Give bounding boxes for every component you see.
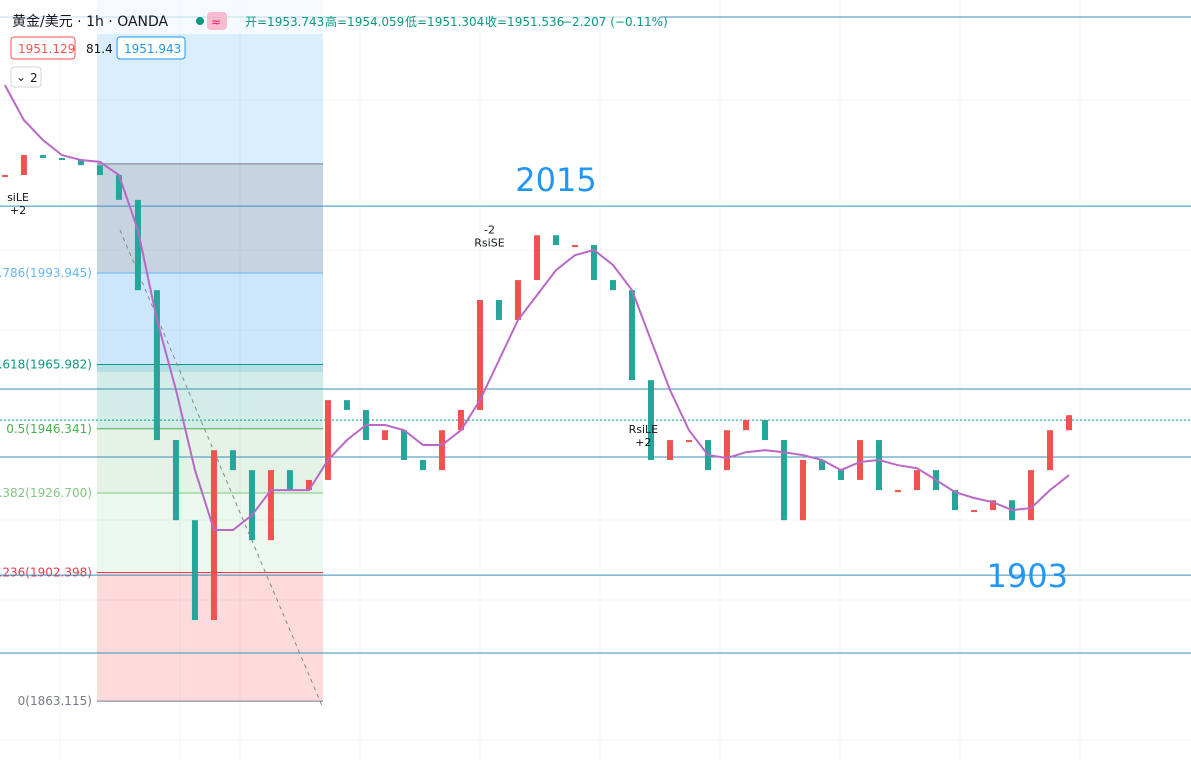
candle — [39, 155, 46, 159]
candle — [971, 510, 978, 513]
toggle[interactable] — [10, 66, 42, 88]
candle — [248, 470, 255, 541]
candle — [609, 280, 616, 291]
date-range — [97, 0, 323, 372]
candle — [1, 175, 8, 178]
candle — [267, 470, 274, 541]
ask: 1951.943 — [124, 42, 181, 56]
fib-zone — [96, 493, 324, 573]
ohlc-high: 高=1954.059 — [325, 14, 404, 29]
fib-zone — [96, 273, 324, 365]
signal-label: +2 — [635, 436, 651, 449]
trend-line — [119, 229, 324, 709]
candle — [457, 409, 464, 431]
icon — [207, 12, 227, 30]
signal-label: siLE — [7, 191, 29, 204]
candle — [77, 159, 84, 166]
candle — [229, 450, 236, 471]
candle — [191, 520, 198, 620]
candle — [343, 400, 350, 410]
candle — [400, 430, 407, 461]
header: 黄金/美元 · 1h · OANDA ≈ 开=1953.743 高=1954.0… — [0, 0, 668, 88]
symbol: 黄金/美元 · 1h · OANDA — [12, 13, 169, 30]
fib-zone — [96, 163, 324, 274]
ohlc-close: 收=1951.536 — [485, 15, 564, 29]
fib-zone — [96, 572, 324, 702]
candle — [324, 400, 331, 480]
candle — [666, 440, 673, 461]
candle — [799, 460, 806, 521]
candle — [818, 460, 825, 471]
candle — [305, 479, 312, 491]
candle — [1066, 415, 1073, 431]
candle — [742, 420, 749, 431]
candle — [895, 490, 902, 493]
ohlc-change: −2.207 (−0.11%) — [562, 15, 668, 29]
candle — [571, 245, 578, 248]
fib-zone — [96, 364, 324, 429]
candle — [419, 460, 426, 471]
spread: 81.4 — [86, 42, 113, 56]
candle — [115, 175, 122, 200]
fib-zone — [96, 428, 324, 494]
candle — [210, 450, 217, 620]
toggle-arrow: ⌄ — [16, 70, 26, 84]
candle — [628, 290, 635, 381]
fib-label: 0(1863.115) — [18, 694, 92, 708]
candle — [476, 300, 483, 410]
ohlc-low: 低=1951.304 — [405, 15, 484, 29]
fib-label: 0.382(1926.700) — [0, 486, 92, 500]
candle — [1047, 430, 1054, 471]
fib-label: 0.618(1965.982) — [0, 358, 92, 372]
fib-label: 0.5(1946.341) — [6, 422, 92, 436]
candle — [153, 290, 160, 441]
candle — [495, 300, 502, 320]
fib-label: 0.236(1902.398) — [0, 566, 92, 580]
ohlc-open: 开=1953.743 — [245, 15, 324, 29]
candle — [990, 500, 997, 511]
signal-label: +2 — [10, 204, 26, 217]
candle — [590, 245, 597, 281]
candle — [552, 235, 559, 246]
candle — [685, 440, 692, 443]
candle — [856, 440, 863, 480]
candle — [134, 199, 141, 291]
bid: 1951.129 — [18, 42, 75, 56]
candle — [381, 430, 388, 441]
candle — [172, 440, 179, 521]
signal-label: RsiLE — [629, 423, 659, 436]
fib-retracement: 0.786(1993.945) 0.618(1965.982) 0.5(1946.3… — [0, 163, 324, 708]
candle — [914, 470, 921, 491]
annotation: 2015 — [515, 161, 596, 199]
candle — [780, 440, 787, 521]
ask-box[interactable] — [116, 36, 186, 60]
status-dot — [196, 17, 204, 25]
candle — [533, 235, 540, 281]
candle — [952, 490, 959, 511]
signal-label: -2 — [484, 224, 495, 237]
indicator-count: 2 — [30, 71, 38, 85]
candle — [58, 158, 65, 161]
candle — [514, 280, 521, 320]
annotation: 1903 — [986, 557, 1067, 595]
candle — [723, 430, 730, 471]
candle — [20, 155, 27, 176]
candle — [286, 470, 293, 491]
moving-average — [4, 84, 1070, 531]
candle — [647, 380, 654, 461]
candle — [96, 165, 103, 176]
fib-label: 0.786(1993.945) — [0, 266, 92, 280]
header-bg — [0, 0, 660, 34]
candle — [875, 440, 882, 491]
candle — [1028, 470, 1035, 521]
bid-box[interactable] — [10, 36, 76, 60]
candle — [837, 470, 844, 480]
icon-text: ≈ — [211, 15, 221, 29]
candle — [438, 430, 445, 471]
candle — [761, 420, 768, 441]
signal-label: RsiSE — [474, 237, 504, 250]
